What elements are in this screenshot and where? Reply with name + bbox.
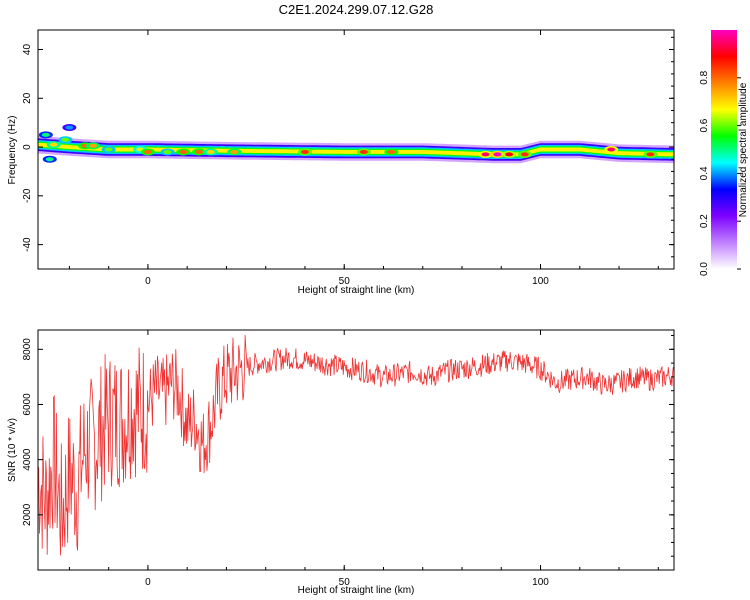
heatmap-hotspot-core <box>65 125 74 130</box>
heatmap-hotspot-core <box>505 152 514 157</box>
y-tick-label: 2000 <box>22 503 33 526</box>
heatmap-y-axis-label: Frequency (Hz) <box>7 116 18 185</box>
heatmap-hotspot-core <box>206 149 215 154</box>
snr-x-ticks: 0 50 100 <box>68 330 659 588</box>
heatmap-hotspot-core <box>520 152 529 157</box>
heatmap-hotspot-core <box>387 149 396 154</box>
snr-y-ticks: 2000 4000 6000 8000 <box>22 335 674 571</box>
y-tick-label: -40 <box>22 237 33 252</box>
x-tick-label: 100 <box>532 276 549 287</box>
heatmap-hotspot-core <box>104 147 113 152</box>
y-tick-label: 8000 <box>22 338 33 361</box>
heatmap-hotspot-core <box>88 143 97 148</box>
heatmap-panel: 0 50 100 -40 -20 0 20 40 Height of straight li… <box>7 29 675 296</box>
heatmap-hotspot-core <box>607 147 616 152</box>
colorbar-tick-label: 0.4 <box>699 166 710 180</box>
x-tick-label: 0 <box>145 577 151 588</box>
y-tick-label: 4000 <box>22 448 33 471</box>
y-tick-label: 0 <box>22 144 33 150</box>
heatmap-y-ticks: -40 -20 0 20 40 <box>22 36 674 270</box>
y-tick-label: 6000 <box>22 393 33 416</box>
heatmap-plot-area <box>38 124 674 164</box>
heatmap-hotspot-core <box>481 152 490 157</box>
colorbar-tick-label: 0.0 <box>699 262 710 276</box>
heatmap-x-axis-label: Height of straight line (km) <box>298 285 415 296</box>
y-tick-label: -20 <box>22 188 33 203</box>
y-tick-label: 40 <box>22 44 33 56</box>
colorbar-tick-label: 0.8 <box>699 70 710 84</box>
heatmap-hotspot-core <box>143 149 152 154</box>
colorbar-gradient <box>711 30 737 269</box>
heatmap-frame <box>37 29 675 270</box>
heatmap-hotspot-core <box>359 149 368 154</box>
heatmap-hotspot-core <box>646 152 655 157</box>
heatmap-hotspot-core <box>194 149 203 154</box>
colorbar-label: Normalized spectral amplitude <box>738 82 749 217</box>
colorbar-ticks: 0.0 0.2 0.4 0.6 0.8 <box>699 70 741 276</box>
chart-title: C2E1.2024.299.07.12.G28 <box>279 2 434 17</box>
y-tick-label: 20 <box>22 92 33 104</box>
heatmap-hotspot-core <box>41 132 50 137</box>
heatmap-hotspot-core <box>163 149 172 154</box>
snr-x-axis-label: Height of straight line (km) <box>298 585 415 596</box>
heatmap-hotspot-core <box>230 149 239 154</box>
colorbar-tick-label: 0.6 <box>699 118 710 132</box>
heatmap-hotspot-core <box>45 157 54 162</box>
x-tick-label: 50 <box>339 276 351 287</box>
heatmap-hotspot-core <box>300 149 309 154</box>
x-tick-label: 50 <box>339 577 351 588</box>
snr-plot-area <box>38 334 674 556</box>
snr-y-axis-label: SNR (10 * v/v) <box>7 418 18 482</box>
heatmap-hotspot-core <box>61 137 70 142</box>
heatmap-x-ticks: 0 50 100 <box>68 30 659 287</box>
colorbar-tick-label: 0.2 <box>699 214 710 228</box>
snr-series-line <box>38 334 674 556</box>
x-tick-label: 100 <box>532 577 549 588</box>
snr-frame <box>37 329 675 571</box>
heatmap-hotspot-core <box>49 142 58 147</box>
heatmap-hotspot-core <box>493 152 502 157</box>
x-tick-label: 0 <box>145 276 151 287</box>
colorbar: 0.0 0.2 0.4 0.6 0.8 Normalized spectral ampl… <box>699 30 749 276</box>
snr-panel: 0 50 100 2000 4000 6000 8000 Height of straig… <box>7 329 675 596</box>
heatmap-hotspot-core <box>179 149 188 154</box>
